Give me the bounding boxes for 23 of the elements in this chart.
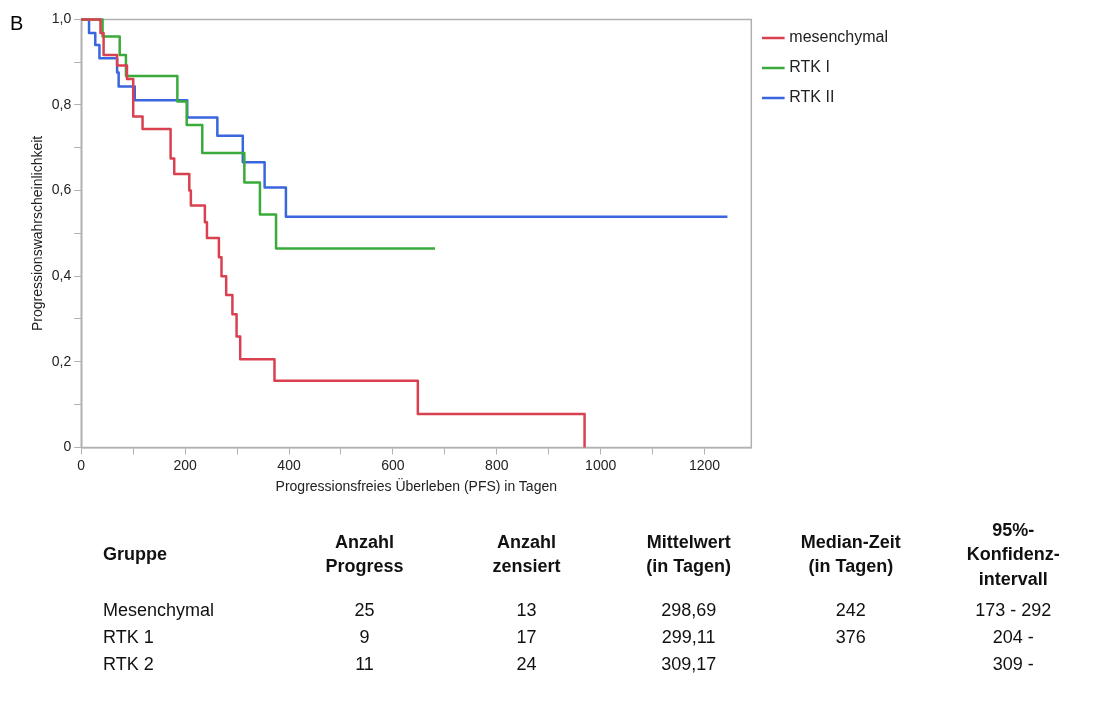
y-tick-label: 0,4 [51, 267, 72, 284]
text: RTK 1 9 17 299,11 376 204 - [103, 626, 1034, 647]
x-tick-label: 800 [485, 456, 509, 473]
y-axis-title: Progressionswahrscheinlichkeit [29, 135, 46, 332]
y-tick-label: 0,6 [51, 181, 72, 198]
text: Mesenchymal 25 13 298,69 242 173 - 292 [103, 599, 1052, 620]
text: B [10, 12, 24, 35]
text: Gruppe Anzahl Progress Anzahl zensiert Mittelwert (in Tagen) Median-Zeit (in Tagen) 95%- Konfidenz- intervall [103, 520, 1060, 589]
y-tick-label: 1,0 [51, 10, 72, 27]
x-tick-label: 1200 [688, 456, 721, 473]
x-tick-label: 600 [381, 456, 405, 473]
x-tick-label: 0 [77, 456, 86, 473]
x-tick-label: 200 [173, 456, 198, 473]
y-tick-label: 0 [63, 438, 72, 455]
legend-label: mesenchymal [789, 28, 888, 46]
x-tick-label: 400 [277, 456, 301, 473]
y-tick-label: 0,8 [51, 95, 72, 112]
y-tick-label: 0,2 [51, 352, 72, 369]
legend-label: RTK I [789, 58, 830, 76]
x-axis-title: Progressionsfreies Überleben (PFS) in Tagen [275, 477, 557, 495]
text: RTK 2 11 24 309,17 309 - [103, 653, 1034, 674]
legend-label: RTK II [789, 88, 835, 106]
x-tick-label: 1000 [585, 456, 617, 473]
